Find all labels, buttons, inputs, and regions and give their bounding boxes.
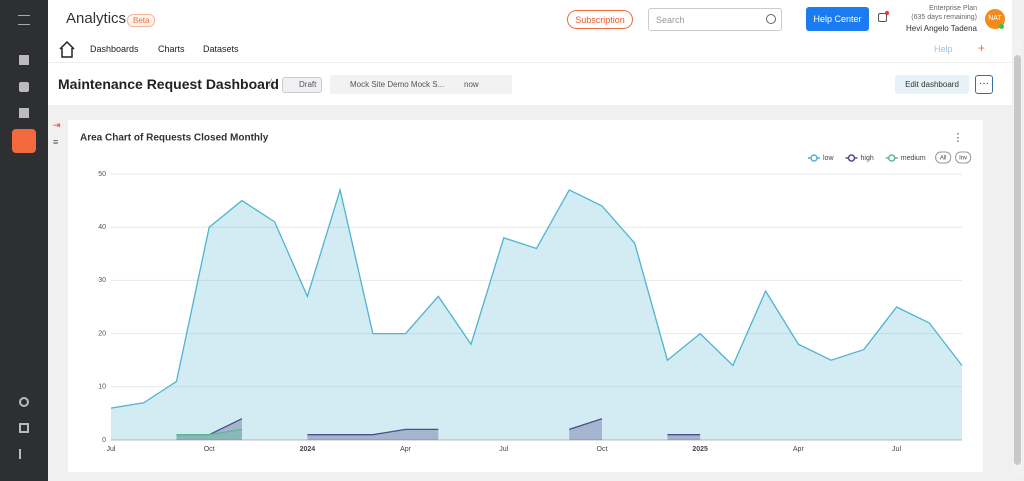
legend-swatch — [888, 154, 896, 162]
legend-button-label[interactable]: All — [940, 156, 947, 162]
settings-icon[interactable] — [19, 397, 29, 407]
logout-icon[interactable] — [19, 449, 29, 459]
notification-dot — [885, 11, 889, 15]
legend-button[interactable] — [955, 151, 972, 164]
reports-icon[interactable] — [19, 82, 29, 92]
nav-item[interactable]: Dashboards — [90, 44, 139, 54]
add-button[interactable]: + — [978, 41, 986, 55]
legend-entry[interactable]: medium — [901, 155, 926, 162]
package-icon[interactable] — [19, 423, 29, 433]
user-name: Hevi Angelo Tadena — [905, 24, 977, 33]
owner: Mock Site Demo Mock S... — [350, 80, 445, 89]
nav-bar: Dashboards Charts Datasets Help + — [48, 38, 1012, 63]
top-bar: Analytics Beta Subscription Search Help … — [48, 0, 1012, 39]
modified: now — [464, 80, 479, 89]
scroll-thumb[interactable] — [1014, 55, 1021, 465]
subscription-button[interactable]: Subscription — [567, 10, 633, 29]
online-dot — [999, 24, 1004, 29]
analytics-icon[interactable] — [19, 108, 29, 118]
x-tick-label: Apr — [400, 446, 412, 453]
x-tick-label: Oct — [597, 446, 608, 453]
search-placeholder: Search — [656, 15, 685, 25]
x-tick-label: Jul — [892, 446, 901, 453]
legend-entry[interactable]: low — [823, 155, 834, 162]
more-button[interactable]: ··· — [975, 75, 993, 94]
collapse-icon[interactable]: ⇥ — [53, 120, 61, 130]
nav-item[interactable]: Datasets — [203, 44, 239, 54]
legend-swatch — [847, 154, 856, 162]
plan: Enterprise Plan — [929, 5, 977, 12]
x-tick-label: Jul — [499, 446, 508, 453]
y-tick-label: 10 — [98, 384, 106, 391]
status-pill: Draft — [282, 77, 323, 93]
legend-button[interactable] — [935, 151, 952, 164]
x-tick-label: Jul — [107, 446, 116, 453]
menu-icon[interactable] — [18, 15, 30, 25]
search-icon — [766, 14, 776, 24]
home-icon[interactable] — [58, 40, 76, 58]
line — [110, 187, 963, 409]
legend-button-label[interactable]: Inv — [959, 156, 967, 162]
help-center-button[interactable]: Help Center — [806, 7, 869, 31]
meta-box: Mock Site Demo Mock S... now — [330, 75, 512, 94]
edit-dashboard-button[interactable]: Edit dashboard — [895, 75, 969, 94]
charts-icon-active[interactable] — [12, 129, 36, 153]
star-icon[interactable]: ☆ — [266, 76, 277, 90]
help-link[interactable]: Help — [934, 44, 953, 54]
line — [176, 428, 243, 436]
y-tick-label: 30 — [98, 277, 106, 284]
notification-icon[interactable] — [878, 13, 887, 22]
x-tick-label: 2025 — [692, 446, 708, 453]
sidebar — [0, 0, 48, 481]
scrollbar[interactable] — [1013, 40, 1022, 476]
y-tick-label: 0 — [102, 437, 106, 444]
x-tick-label: 2024 — [300, 446, 316, 453]
dashboard-header: Maintenance Request Dashboard ☆ Draft Mo… — [48, 63, 1012, 105]
beta-badge: Beta — [127, 14, 156, 27]
y-tick-label: 40 — [98, 224, 106, 231]
dashboard-title: Maintenance Request Dashboard — [58, 76, 279, 92]
y-tick-label: 50 — [98, 171, 106, 178]
dashboard-icon[interactable] — [19, 55, 29, 65]
legend-swatch — [810, 154, 818, 162]
search-box[interactable]: Search — [648, 8, 782, 31]
y-tick-label: 20 — [98, 330, 106, 337]
app-name: Analytics — [66, 10, 127, 27]
legend-entry[interactable]: high — [861, 155, 874, 162]
plan-remaining: (635 days remaining) — [911, 14, 977, 21]
x-tick-label: Oct — [204, 446, 215, 453]
chart: Area Chart of Requests Closed Monthly ⋮ … — [80, 132, 972, 453]
filter-icon[interactable]: ≡ — [53, 137, 59, 147]
chart-menu[interactable]: ⋮ — [953, 132, 964, 144]
chart-title: Area Chart of Requests Closed Monthly — [80, 133, 269, 144]
chart-card: Area Chart of Requests Closed Monthly ⋮ … — [68, 120, 983, 472]
nav-item[interactable]: Charts — [158, 44, 185, 54]
x-tick-label: Apr — [793, 446, 805, 453]
area — [111, 189, 962, 440]
